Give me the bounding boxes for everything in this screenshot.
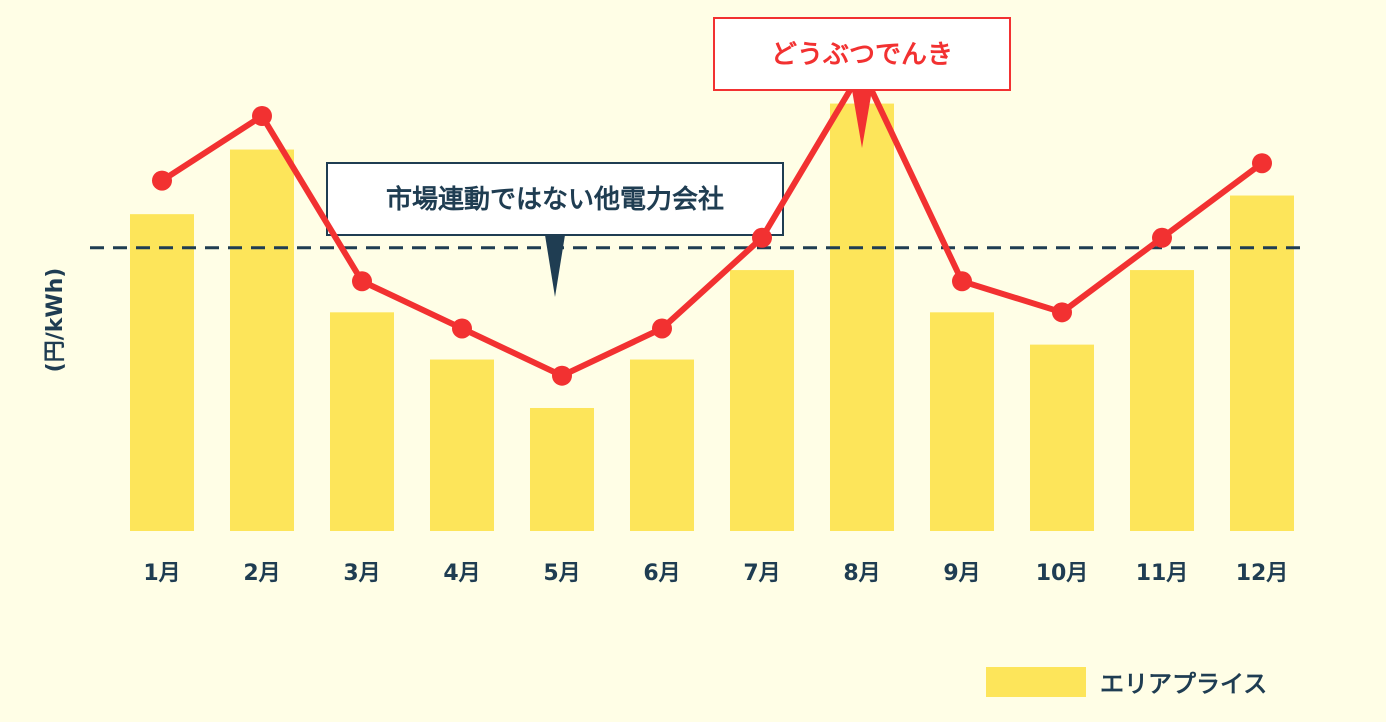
line-path bbox=[160, 67, 1264, 379]
x-tick-7: 7月 bbox=[743, 561, 780, 586]
x-tick-4: 4月 bbox=[443, 561, 480, 586]
bar-9 bbox=[930, 312, 994, 531]
x-tick-9: 9月 bbox=[943, 561, 980, 586]
bar-12 bbox=[1230, 195, 1294, 531]
x-tick-1: 1月 bbox=[143, 561, 180, 586]
bar-series bbox=[130, 103, 1294, 532]
line-point-10 bbox=[1052, 302, 1072, 323]
line-point-12 bbox=[1252, 153, 1272, 174]
bar-6 bbox=[630, 359, 694, 531]
line-point-1 bbox=[152, 170, 172, 191]
bar-5 bbox=[530, 407, 594, 531]
line-point-2 bbox=[252, 106, 272, 127]
x-tick-5: 5月 bbox=[543, 561, 580, 586]
x-tick-11: 11月 bbox=[1136, 561, 1189, 586]
line-point-6 bbox=[652, 318, 672, 339]
bar-1 bbox=[130, 214, 194, 531]
bar-8 bbox=[830, 103, 894, 531]
bar-10 bbox=[1030, 344, 1094, 531]
reference-callout: 市場連動ではない他電力会社 bbox=[326, 162, 784, 297]
bar-2 bbox=[230, 149, 294, 532]
legend-swatch bbox=[986, 667, 1086, 697]
line-callout: どうぶつでんき bbox=[713, 17, 1011, 148]
reference-callout-label: 市場連動ではない他電力会社 bbox=[386, 184, 724, 215]
x-tick-8: 8月 bbox=[843, 561, 880, 586]
x-tick-12: 12月 bbox=[1236, 561, 1289, 586]
bar-3 bbox=[330, 312, 394, 531]
line-point-11 bbox=[1152, 227, 1172, 248]
x-tick-10: 10月 bbox=[1036, 561, 1089, 586]
line-point-4 bbox=[452, 318, 472, 339]
line-callout-label: どうぶつでんき bbox=[771, 40, 953, 70]
line-point-5 bbox=[552, 365, 572, 386]
bar-4 bbox=[430, 359, 494, 531]
x-tick-3: 3月 bbox=[343, 561, 380, 586]
line-point-7 bbox=[752, 227, 772, 248]
line-point-3 bbox=[352, 271, 372, 292]
bar-7 bbox=[730, 270, 794, 531]
x-tick-6: 6月 bbox=[643, 561, 680, 586]
x-axis-ticks: 1月 2月 3月 4月 5月 6月 7月 8月 9月 10月 11月 12月 bbox=[143, 561, 1288, 586]
bar-11 bbox=[1130, 270, 1194, 531]
line-point-9 bbox=[952, 271, 972, 292]
x-tick-2: 2月 bbox=[243, 561, 280, 586]
legend: エリアプライス bbox=[986, 667, 1267, 698]
line-series bbox=[152, 60, 1272, 386]
legend-label: エリアプライス bbox=[1100, 670, 1267, 698]
y-axis-label: (円/kWh) bbox=[43, 268, 68, 373]
